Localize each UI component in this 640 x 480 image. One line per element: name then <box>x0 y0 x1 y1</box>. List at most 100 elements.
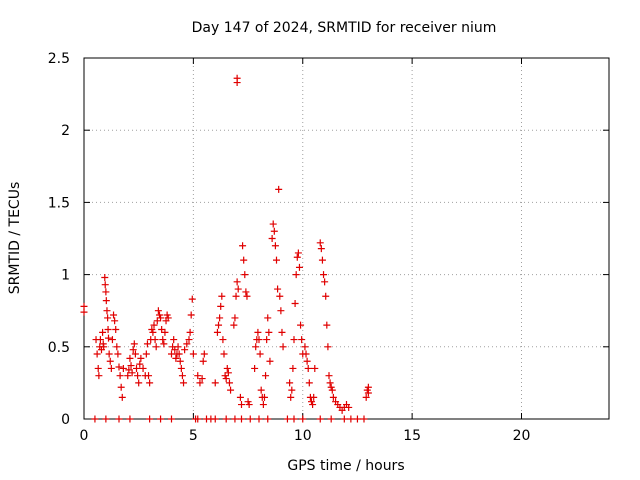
data-point <box>164 314 172 322</box>
data-point <box>172 354 180 362</box>
data-point <box>161 328 169 336</box>
data-point <box>241 271 249 279</box>
data-point <box>302 350 310 358</box>
data-point <box>273 256 280 264</box>
data-point <box>102 288 110 296</box>
data-point <box>124 372 132 380</box>
data-point <box>127 362 135 370</box>
data-point <box>194 415 202 423</box>
data-point <box>242 288 250 296</box>
data-point <box>292 271 300 279</box>
data-point <box>211 379 219 387</box>
data-point <box>131 350 139 358</box>
data-point <box>264 415 272 423</box>
data-point <box>345 403 353 411</box>
data-point <box>227 386 235 394</box>
data-point <box>256 350 264 358</box>
data-point <box>199 357 207 365</box>
data-point <box>323 321 331 329</box>
data-point <box>185 336 193 344</box>
data-point <box>128 369 136 377</box>
data-point <box>181 346 189 354</box>
y-tick-label: 1.5 <box>48 195 70 211</box>
data-point <box>270 227 278 235</box>
data-point <box>102 297 110 305</box>
data-point <box>259 401 267 409</box>
data-point <box>101 281 109 289</box>
data-point <box>234 285 242 293</box>
y-tick-label: 2.5 <box>48 51 70 67</box>
data-point <box>269 220 277 228</box>
data-point <box>115 415 123 423</box>
data-point <box>211 415 219 423</box>
data-point <box>110 311 118 319</box>
data-point <box>216 314 224 322</box>
data-point <box>224 369 232 377</box>
x-tick-label: 5 <box>189 428 198 444</box>
y-tick-label: 0.5 <box>48 340 70 356</box>
data-point <box>268 235 276 242</box>
data-point <box>298 336 306 344</box>
data-point <box>340 415 348 423</box>
data-point <box>102 415 110 423</box>
data-point <box>362 393 370 401</box>
data-point <box>277 307 285 315</box>
data-point <box>149 328 157 336</box>
data-point <box>183 340 191 348</box>
data-point <box>168 415 175 423</box>
data-point <box>118 393 126 401</box>
data-point <box>107 364 115 372</box>
data-point <box>157 415 165 423</box>
data-point <box>238 401 245 409</box>
data-point <box>231 314 239 322</box>
data-point <box>276 292 284 300</box>
data-point <box>91 415 99 423</box>
data-point <box>288 386 296 394</box>
data-point <box>200 350 208 358</box>
data-point <box>115 363 123 371</box>
data-point <box>316 415 324 423</box>
data-point <box>103 307 111 315</box>
data-point <box>317 245 325 253</box>
data-point <box>117 383 125 391</box>
data-point <box>255 415 263 423</box>
axis-ticks <box>83 57 609 420</box>
data-point <box>159 336 167 344</box>
x-axis-label: GPS time / hours <box>287 458 404 474</box>
data-point <box>112 325 120 333</box>
data-point <box>353 415 361 423</box>
data-point <box>299 415 307 423</box>
data-point <box>303 357 311 365</box>
data-point <box>287 393 295 401</box>
data-point <box>254 328 262 336</box>
data-point <box>293 253 301 261</box>
data-point <box>286 379 294 387</box>
data-point <box>135 379 143 387</box>
data-point <box>239 242 247 250</box>
plot-frame <box>83 57 610 420</box>
data-point <box>111 317 119 325</box>
x-tick-label: 20 <box>513 428 531 444</box>
data-point <box>101 273 109 281</box>
data-point <box>251 364 259 372</box>
data-point <box>142 350 150 358</box>
data-point <box>294 249 302 257</box>
data-point <box>230 321 238 329</box>
data-point <box>320 271 328 279</box>
data-point <box>295 263 303 271</box>
data-point <box>246 415 254 423</box>
data-point <box>134 372 142 380</box>
data-point <box>119 364 127 372</box>
data-point <box>243 292 251 300</box>
data-point <box>129 346 137 354</box>
data-point <box>178 372 186 380</box>
data-point <box>105 350 113 358</box>
data-point <box>240 256 248 264</box>
data-point <box>152 343 160 351</box>
data-point <box>304 364 312 372</box>
data-point <box>318 256 326 264</box>
data-point <box>328 386 336 394</box>
data-point <box>222 415 230 423</box>
data-point <box>198 375 206 383</box>
